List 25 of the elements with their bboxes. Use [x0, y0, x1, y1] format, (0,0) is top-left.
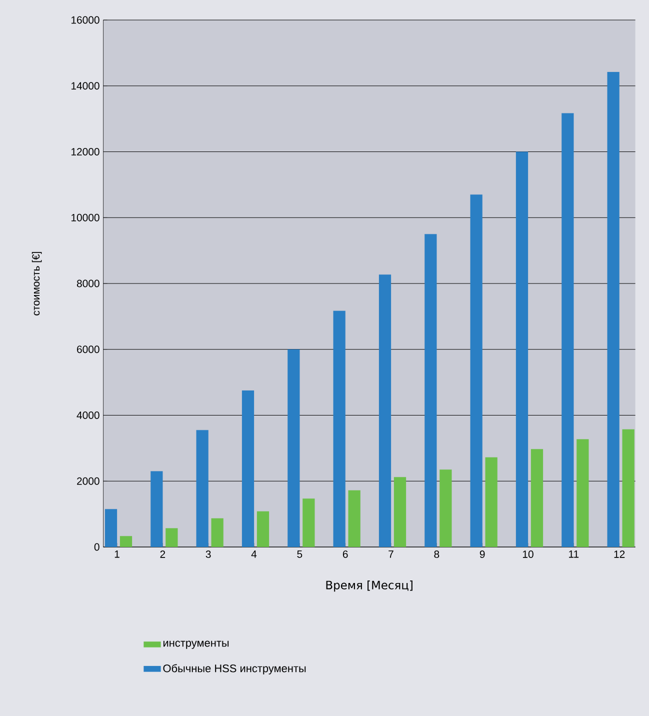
- y-tick-label: 4000: [76, 412, 100, 419]
- x-tick-label: 12: [614, 550, 625, 558]
- x-tick-label: 7: [388, 550, 394, 558]
- y-tick-label: 2000: [77, 477, 100, 485]
- y-tick-label: 0: [94, 543, 100, 551]
- x-tick-label: 1: [114, 550, 120, 558]
- x-tick-label: 3: [206, 550, 211, 558]
- y-tick-label: 6000: [77, 346, 100, 354]
- x-tick-label: 5: [297, 550, 302, 558]
- x-tick-label: 9: [480, 550, 485, 558]
- x-axis-title: Время [Месяц]: [326, 580, 412, 592]
- x-tick-label: 11: [569, 550, 579, 558]
- y-axis-title: стоимость [€]: [32, 252, 42, 316]
- x-tick-label: 8: [434, 550, 440, 558]
- x-tick-label: 2: [160, 550, 166, 558]
- x-tick-label: 4: [251, 550, 257, 558]
- y-tick-label: 10000: [71, 214, 100, 222]
- y-tick-label: 14000: [71, 82, 100, 90]
- legend-label: Обычные HSS инструменты: [163, 664, 306, 674]
- y-tick-label: 16000: [71, 16, 100, 24]
- y-tick-label: 12000: [71, 148, 100, 156]
- legend-label: инструменты: [164, 640, 229, 649]
- x-tick-label: 6: [342, 550, 348, 558]
- x-tick-label: 10: [522, 550, 534, 558]
- y-tick-label: 8000: [76, 280, 100, 288]
